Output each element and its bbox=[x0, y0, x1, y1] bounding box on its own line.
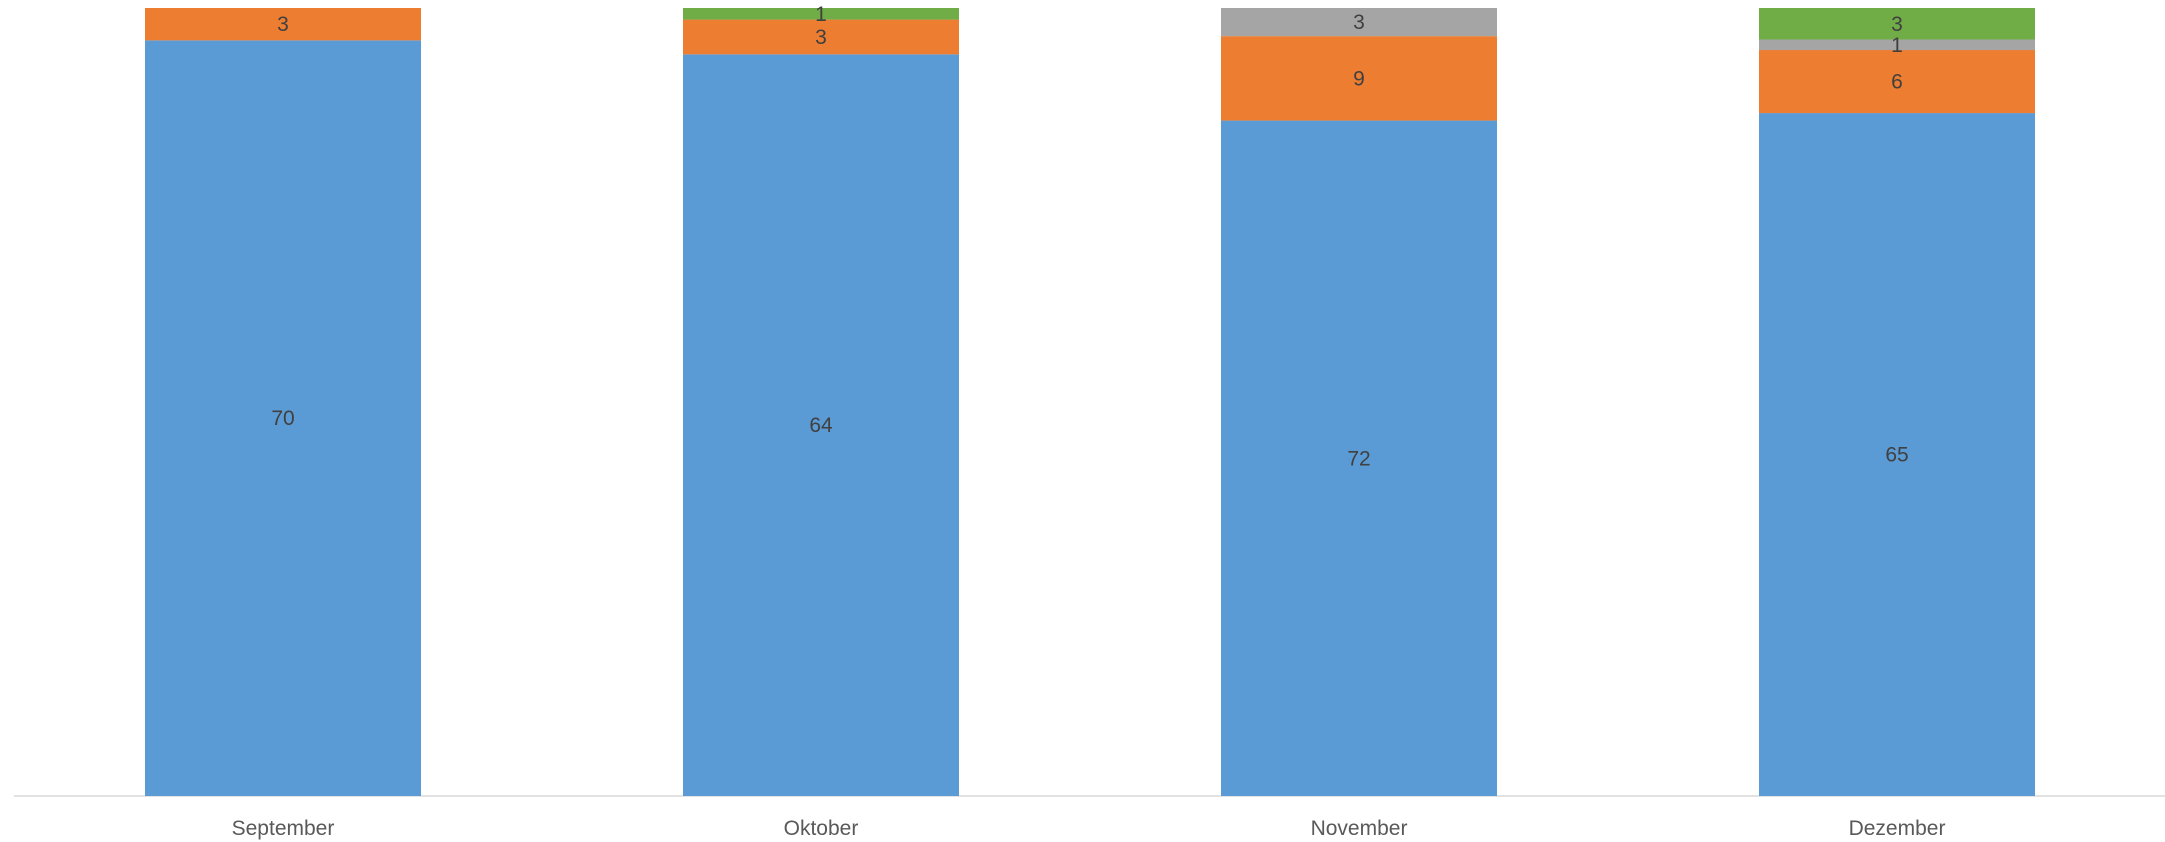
data-label: 1 bbox=[815, 3, 827, 26]
category-label: Dezember bbox=[1849, 817, 1946, 840]
bar-segment bbox=[683, 8, 959, 20]
category-labels-group: September Oktober November Dezember bbox=[232, 817, 1946, 840]
bar-segment bbox=[683, 19, 959, 55]
data-label: 65 bbox=[1885, 444, 1908, 467]
bar-segment bbox=[1221, 120, 1497, 797]
data-label: 3 bbox=[1891, 13, 1903, 36]
data-label: 3 bbox=[815, 26, 827, 49]
data-label: 64 bbox=[809, 414, 833, 437]
bar-segment bbox=[1759, 8, 2035, 40]
data-label: 70 bbox=[271, 407, 294, 430]
bar-segment bbox=[1221, 8, 1497, 37]
data-label: 72 bbox=[1347, 447, 1370, 470]
bar-segment bbox=[1221, 36, 1497, 121]
data-label: 3 bbox=[277, 13, 289, 36]
bar-segment bbox=[145, 40, 421, 797]
bars-group bbox=[145, 8, 2035, 797]
category-label: September bbox=[232, 817, 335, 840]
bar-segment bbox=[683, 54, 959, 796]
data-label: 3 bbox=[1353, 11, 1365, 34]
category-label: Oktober bbox=[784, 817, 859, 840]
data-label: 1 bbox=[1891, 34, 1903, 57]
data-label: 9 bbox=[1353, 67, 1365, 90]
data-label: 6 bbox=[1891, 71, 1903, 94]
bar-segment bbox=[1759, 39, 2035, 51]
bar-segment bbox=[1759, 113, 2035, 797]
bar-segment bbox=[1759, 50, 2035, 114]
category-label: November bbox=[1311, 817, 1408, 840]
bar-segment bbox=[145, 8, 421, 41]
